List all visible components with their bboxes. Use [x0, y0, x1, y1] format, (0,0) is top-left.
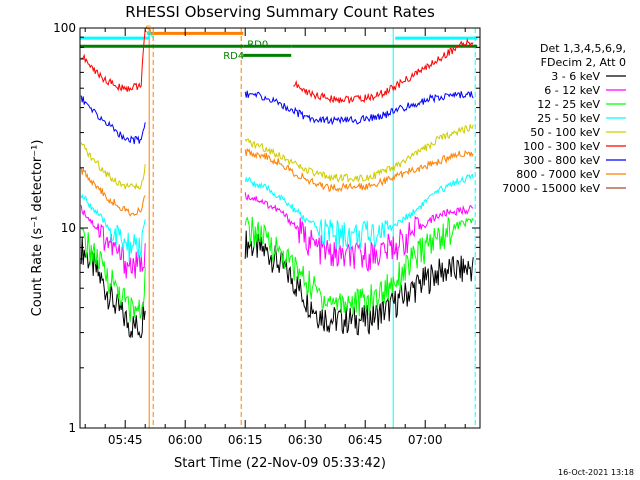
- x-tick-label: 06:30: [288, 433, 323, 447]
- legend-label: 800 - 7000 keV: [516, 168, 600, 181]
- series-line-300-800-kev-0: [80, 95, 146, 145]
- y-axis: 1 10 100: [53, 21, 480, 435]
- series-line-25-50-kev-1: [244, 173, 474, 250]
- x-axis: 05:45 06:00 06:15 06:30 06:45 07:00: [84, 28, 466, 447]
- x-tick-label: 06:45: [348, 433, 383, 447]
- series-line-300-800-kev-1: [244, 90, 474, 126]
- legend-label: 100 - 300 keV: [523, 140, 600, 153]
- legend-label: 300 - 800 keV: [523, 154, 600, 167]
- y-tick-label: 1: [68, 421, 76, 435]
- legend-header: Det 1,3,4,5,6,9,: [540, 42, 626, 55]
- y-tick-label: 10: [61, 221, 76, 235]
- series-line-3-6-kev-1: [244, 230, 474, 336]
- x-axis-label: Start Time (22-Nov-09 05:33:42): [174, 456, 386, 471]
- series-line-12-25-kev-0: [80, 227, 146, 323]
- x-tick-label: 06:15: [228, 433, 263, 447]
- legend-label: 12 - 25 keV: [537, 98, 600, 111]
- x-tick-label: 05:45: [108, 433, 143, 447]
- annotation-s: S: [145, 24, 151, 35]
- series-line-25-50-kev-0: [80, 193, 146, 263]
- legend-label: 3 - 6 keV: [551, 70, 600, 83]
- legend-header: FDecim 2, Att 0: [541, 56, 626, 69]
- series-line-800-7000-kev-1: [244, 147, 474, 193]
- series-line-6-12-kev-1: [244, 192, 474, 272]
- legend-label: 7000 - 15000 keV: [502, 182, 600, 195]
- footer-timestamp: 16-Oct-2021 13:18: [558, 468, 634, 477]
- annotation-rd0: RD0: [247, 39, 268, 50]
- annotation-n: N: [147, 30, 154, 41]
- series-line-50-100-kev-1: [244, 124, 474, 184]
- legend-label: 50 - 100 keV: [530, 126, 600, 139]
- series-line-6-12-kev-0: [80, 205, 146, 279]
- x-tick-label: 06:00: [168, 433, 203, 447]
- legend-label: 25 - 50 keV: [537, 112, 600, 125]
- series-line-100-300-kev-1: [293, 38, 474, 104]
- series-line-50-100-kev-0: [80, 142, 146, 191]
- series-line-800-7000-kev-0: [80, 166, 146, 217]
- legend: Det 1,3,4,5,6,9,FDecim 2, Att 03 - 6 keV…: [502, 42, 626, 195]
- series-line-12-25-kev-1: [244, 216, 474, 317]
- y-tick-label: 100: [53, 21, 76, 35]
- legend-label: 6 - 12 keV: [544, 84, 600, 97]
- annotation-rd4: RD4: [223, 51, 244, 62]
- series-line-100-300-kev-0: [81, 29, 146, 93]
- y-axis-label: Count Rate (s⁻¹ detector⁻¹): [30, 140, 45, 317]
- x-tick-label: 07:00: [408, 433, 443, 447]
- chart-title: RHESSI Observing Summary Count Rates: [125, 3, 435, 21]
